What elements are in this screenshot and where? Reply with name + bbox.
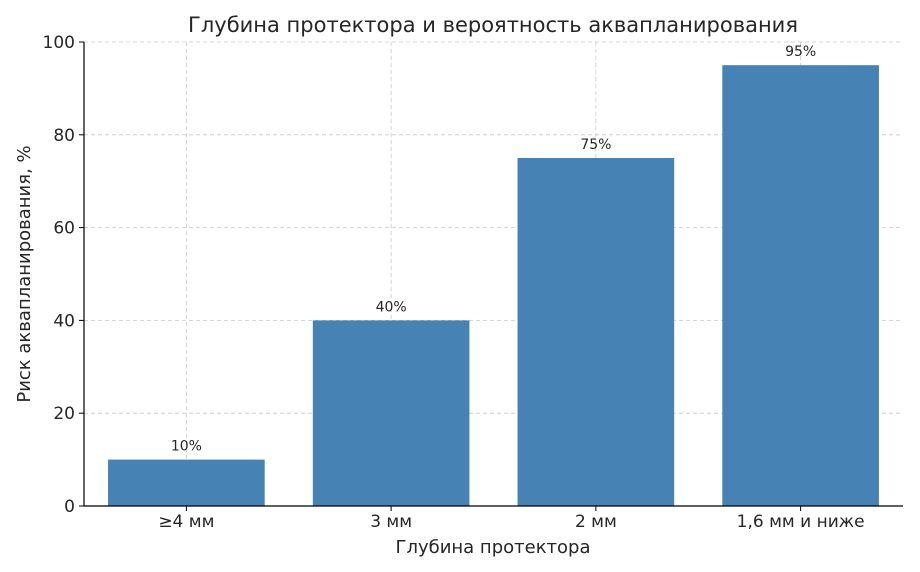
y-axis-label: Риск аквапланирования, % xyxy=(14,145,35,402)
y-tick-label: 100 xyxy=(43,33,75,53)
bar-value-label: 75% xyxy=(580,137,611,153)
bar xyxy=(108,459,265,506)
y-tick-label: 20 xyxy=(53,404,75,424)
axes xyxy=(83,42,903,507)
x-tick-label: ≥4 мм xyxy=(158,512,214,532)
bar xyxy=(722,65,879,506)
y-tick-label: 60 xyxy=(53,219,75,239)
y-tick-label: 0 xyxy=(64,497,75,517)
bar-value-label: 95% xyxy=(785,44,816,60)
bar-value-label: 10% xyxy=(171,439,202,455)
x-tick-label: 2 мм xyxy=(575,512,617,532)
y-tick-label: 40 xyxy=(53,311,75,331)
x-axis-ticks: ≥4 мм 3 мм 2 мм 1,6 мм и ниже xyxy=(158,506,865,532)
bar-value-label: 40% xyxy=(376,299,407,315)
y-tick-label: 80 xyxy=(53,126,75,146)
bar xyxy=(312,320,470,506)
x-axis-label: Глубина протектора xyxy=(395,537,590,558)
bar xyxy=(517,158,675,506)
x-tick-label: 1,6 мм и ниже xyxy=(737,512,865,532)
y-axis-ticks: 0 20 40 60 80 100 xyxy=(43,33,84,517)
bars: 10% 40% 75% 95% xyxy=(108,44,879,506)
x-tick-label: 3 мм xyxy=(370,512,412,532)
chart-title: Глубина протектора и вероятность аквапла… xyxy=(188,13,798,37)
